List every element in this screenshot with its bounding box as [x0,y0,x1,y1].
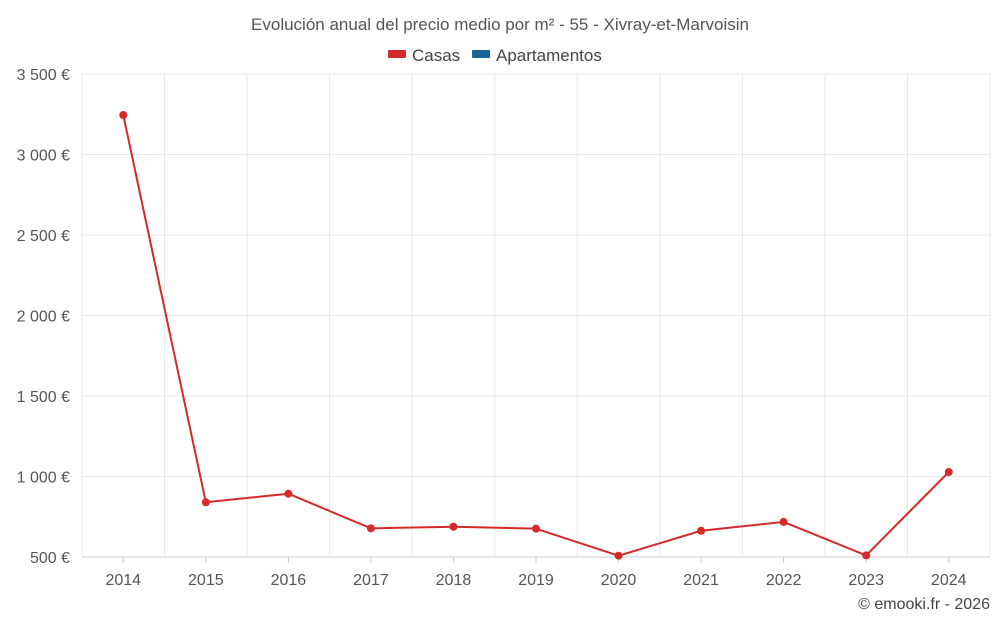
x-tick-label: 2017 [353,572,389,589]
data-point[interactable] [201,498,210,507]
data-point[interactable] [779,517,788,526]
credit-text: © emooki.fr - 2026 [858,596,990,613]
legend-label-casas: Casas [412,46,460,65]
x-tick-label: 2014 [105,572,141,589]
x-tick-label: 2019 [518,572,554,589]
legend-item-casas[interactable]: Casas [388,46,460,65]
x-tick-label: 2021 [683,572,719,589]
data-point[interactable] [697,526,706,535]
x-tick-label: 2015 [188,572,224,589]
legend-swatch-casas [388,50,406,58]
legend: Casas Apartamentos [388,46,602,65]
x-tick-label: 2016 [271,572,307,589]
x-tick-label: 2023 [848,572,884,589]
chart-title: Evolución anual del precio medio por m² … [251,15,749,34]
x-tick-label: 2024 [931,572,967,589]
y-tick-label: 2 000 € [17,309,70,326]
data-point[interactable] [119,111,128,120]
y-tick-label: 500 € [30,550,70,567]
data-point[interactable] [944,467,953,476]
series [119,111,953,560]
x-tick-label: 2022 [766,572,802,589]
y-tick-label: 3 000 € [17,148,70,165]
grid [81,73,991,558]
data-point[interactable] [862,551,871,560]
data-point[interactable] [366,524,375,533]
axes: 500 € 1 000 € 1 500 € 2 000 € 2 500 € 3 000 €… [17,67,990,589]
data-point[interactable] [449,522,458,531]
legend-label-apartamentos: Apartamentos [496,46,602,65]
y-tick-label: 2 500 € [17,228,70,245]
y-tick-label: 1 500 € [17,389,70,406]
legend-item-apartamentos[interactable]: Apartamentos [472,46,602,65]
y-tick-label: 3 500 € [17,67,70,84]
data-point[interactable] [614,551,623,560]
data-point[interactable] [532,524,540,533]
x-tick-label: 2020 [601,572,637,589]
x-tick-label: 2018 [436,572,472,589]
y-tick-label: 1 000 € [17,470,70,487]
legend-swatch-apartamentos [472,50,490,58]
data-point[interactable] [284,489,293,498]
